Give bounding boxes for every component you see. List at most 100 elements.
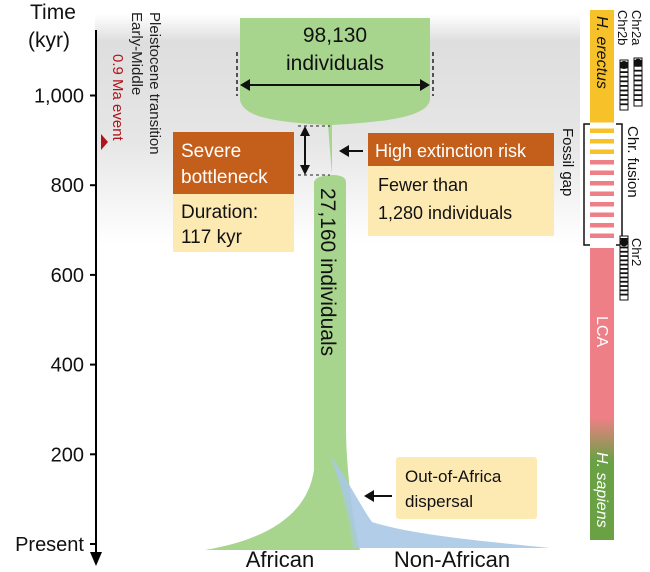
recovered-label: 27,160 individuals [316,188,339,356]
axis-title-line2: (kyr) [28,29,70,52]
dispersal-line1: Out-of-Africa [405,467,502,486]
bottleneck-title-line2: bottleneck [181,167,268,188]
event-label: 0.9 Ma event [109,54,126,142]
chromosome-band [620,71,628,73]
chromosome-band [620,285,628,287]
fossil-gap-label: Fossil gap [559,128,576,196]
chromosome-band [620,89,628,92]
chromosome-2-icon [619,235,629,301]
fusion-label: Chr. fusion [624,126,641,198]
fossil-gap-stripe [590,181,614,186]
chromosome-band [620,98,628,101]
sapiens-label: H. sapiens [593,452,610,528]
axis-ticks: 1,000 800 600 400 200 Present [15,86,96,556]
dispersal-pointer-icon [364,490,374,502]
chromosome-band [620,276,628,279]
fossil-gap-stripe [590,223,614,228]
fusion-bracket [616,123,623,246]
lca-label: LCA [593,316,610,347]
chromosome-band [620,80,628,83]
chromosome-band [620,85,628,87]
chr2-label: Chr2 [629,238,644,266]
ancestral-unit: individuals [286,52,384,75]
bottleneck-title-line1: Severe [181,141,241,162]
lca-bar [590,248,614,428]
fossil-gap-stripe [590,233,614,238]
axis-tick-label: 800 [51,175,84,197]
chromosome-band [620,75,628,78]
chromosome-band [620,289,628,292]
centromere [620,61,628,69]
extinction-line2: 1,280 individuals [378,203,512,223]
chromosome-band [634,79,642,82]
erectus-label: H. erectus [593,16,610,89]
extinction-title: High extinction risk [375,141,527,161]
axis-arrow-icon [90,552,102,566]
extinction-box-body [368,166,554,236]
chromosome-band [620,255,628,257]
fossil-gap-stripe [590,160,614,165]
chromosome-2a-2b-icon [619,57,643,111]
centromere [634,58,642,67]
axis-tick-label: 200 [51,444,84,466]
chromosome-band [634,89,642,92]
chromosome-band [634,74,642,77]
axis-title-line1: Time [30,1,76,24]
width-arrow-right-icon [420,79,430,91]
non-african-label: Non-African [394,547,510,572]
chromosome-band [620,268,628,270]
fossil-gap-stripe [590,118,614,123]
chromosome-band [620,103,628,106]
chromosome-band [620,293,628,296]
dispersal-box [396,457,537,519]
bottleneck-box-body [173,194,294,252]
axis-tick-label: 400 [51,355,84,377]
axis-tick-label: 1,000 [34,86,84,108]
fossil-gap-stripe [590,212,614,217]
chromosome-band [620,272,628,275]
bottleneck-duration-line1: Duration: [181,202,258,223]
chromosome-band [620,280,628,283]
fossil-gap-stripe [590,191,614,196]
chromosome-band [634,99,642,101]
chromosome-band [634,69,642,72]
centromere [620,238,628,247]
transition-label-line2: Pleistocene transition [146,12,163,155]
duration-arrow-bottom-icon [300,165,310,175]
bottleneck-duration-line2: 117 kyr [181,227,243,248]
extinction-line1: Fewer than [378,175,468,195]
chromosome-band [634,84,642,87]
dispersal-line2: dispersal [405,492,473,511]
bottleneck-box-header [173,132,294,194]
chr2a-label: Chr2a [629,10,644,46]
chromosome-band [620,246,628,249]
fossil-gap-stripe [590,128,614,133]
axis-tick-label: Present [15,534,84,556]
african-overlap [330,455,356,548]
extinction-pointer-icon [339,145,349,157]
sapiens-bar [590,418,614,540]
axis-tick-label: 600 [51,265,84,287]
extinction-box-header [368,133,554,166]
chromosome-band [620,263,628,266]
chromosome-band [620,250,628,253]
fossil-gap-stripe [590,139,614,144]
chromosome-band [620,94,628,96]
ancestral-count: 98,130 [303,24,367,47]
african-label: African [246,547,314,572]
transition-label-line1: Early-Middle [128,12,145,95]
chromosome-band [620,259,628,262]
chr2b-label: Chr2b [615,10,630,45]
width-arrow-left-icon [240,79,250,91]
fossil-gap-stripe [590,202,614,207]
duration-arrow-top-icon [300,126,310,136]
fossil-gap-stripe [590,170,614,175]
fossil-gap-stripes [590,118,614,238]
event-marker-icon [101,134,108,150]
chromosome-band [634,94,642,97]
ancestral-population-shape [205,18,430,550]
chromosome-body [633,57,643,107]
fossil-gap-bracket [583,123,590,246]
erectus-bar [590,10,614,118]
